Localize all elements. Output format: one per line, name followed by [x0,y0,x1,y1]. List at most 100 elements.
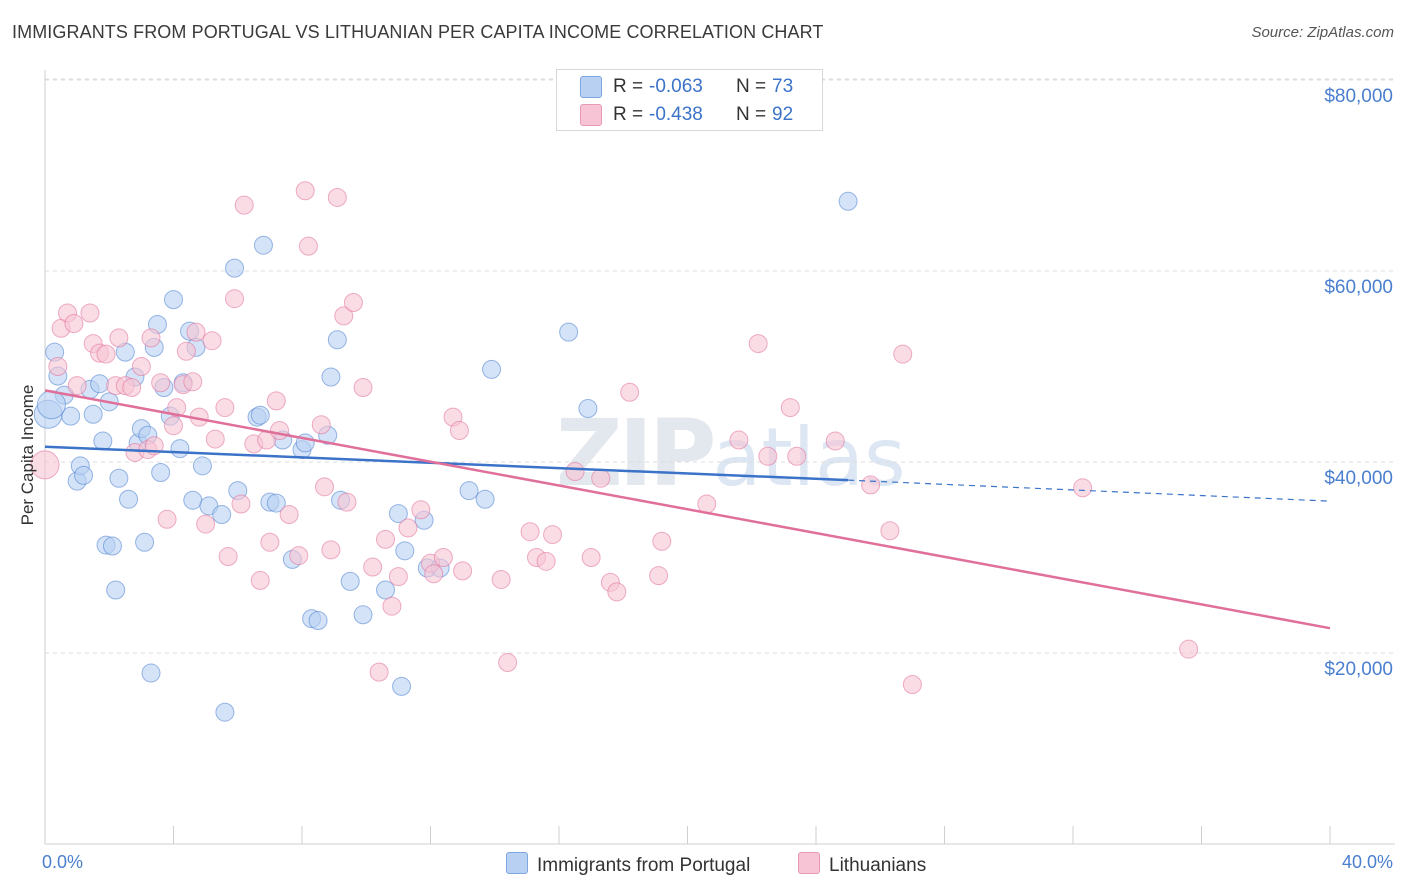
data-point [74,465,94,485]
n-value: 92 [772,104,794,125]
series-immigrants-from-portugal [33,191,858,722]
swatch-lithuanians [580,104,602,126]
data-point [90,374,110,394]
swatch-portugal [580,76,602,98]
stats-box: R = -0.063 N = 73 R = -0.438 N = 92 [556,69,823,131]
data-point [192,456,212,476]
data-point [543,525,563,545]
data-point [83,404,103,424]
data-point [591,468,611,488]
data-point [578,399,598,419]
data-point [36,390,66,420]
data-point [398,518,418,538]
data-point [697,494,717,514]
n-label: N = [736,76,767,97]
data-point [395,541,415,561]
data-point [250,405,270,425]
grid [45,78,1395,654]
data-point [215,398,235,418]
data-point [176,341,196,361]
y-tick-label: $80,000 [1324,86,1393,107]
data-point [491,569,511,589]
data-point [183,372,203,392]
data-point [231,494,251,514]
data-point [202,331,222,351]
data-point [520,522,540,542]
data-point [902,675,922,695]
data-point [295,181,315,201]
data-point [212,505,232,525]
data-point [459,481,479,501]
data-point [80,303,100,323]
data-point [475,489,495,509]
data-point [337,492,357,512]
data-point [141,328,161,348]
data-point [334,306,354,326]
data-point [861,475,881,495]
data-point [298,236,318,256]
y-tick-label: $20,000 [1324,659,1393,680]
stats-row-lithuanians: R = -0.438 N = 92 [557,100,822,128]
n-value: 73 [772,76,794,97]
legend-label: Lithuanians [829,855,927,876]
data-point [498,653,518,673]
data-point [260,532,280,552]
data-point [183,490,203,510]
data-point [215,702,235,722]
data-point [48,357,68,376]
data-point [649,566,669,586]
legend-item-portugal: Immigrants from Portugal [506,852,750,877]
data-point [363,557,383,577]
data-point [67,376,87,396]
data-point [151,373,171,393]
legend-item-lithuanians: Lithuanians [798,852,926,877]
data-point [122,378,142,398]
data-point [424,564,444,584]
data-point [353,378,373,398]
chart-title: IMMIGRANTS FROM PORTUGAL VS LITHUANIAN P… [12,22,824,42]
data-point [167,398,187,418]
data-point [186,322,206,342]
data-point [433,548,453,567]
data-point [64,314,84,334]
data-point [218,547,238,567]
data-point [880,521,900,541]
data-point [106,580,126,600]
trend-line-portugal-extension [848,479,1331,502]
data-point [369,662,389,682]
data-point [164,416,183,436]
data-point [109,328,129,348]
data-point [170,439,190,459]
data-point [388,504,408,524]
data-point [327,330,347,350]
legend-label: Immigrants from Portugal [537,855,751,876]
data-point [151,463,171,483]
source-label: Source: ZipAtlas.com [1251,24,1394,41]
axes [44,70,1395,845]
data-point [758,446,778,466]
stats-row-portugal: R = -0.063 N = 73 [557,72,822,100]
data-point [311,415,331,435]
data-point [482,359,502,379]
data-point [234,195,254,215]
data-point [135,532,155,552]
data-point [559,322,579,342]
data-point [102,536,122,556]
data-point [141,663,161,683]
y-tick-label: $60,000 [1324,277,1393,298]
data-point [729,430,749,450]
legend-swatch-portugal [506,852,528,874]
data-point [453,561,473,581]
data-point [376,529,396,549]
data-point [607,582,627,602]
data-point [196,514,216,534]
data-point [565,462,585,482]
data-point [780,398,800,418]
data-point [376,580,396,600]
y-tick-label: $40,000 [1324,468,1393,489]
data-point [61,406,81,426]
data-point [838,191,858,211]
r-value: -0.063 [649,76,703,97]
r-label: R = [613,76,644,97]
data-point [289,546,309,566]
